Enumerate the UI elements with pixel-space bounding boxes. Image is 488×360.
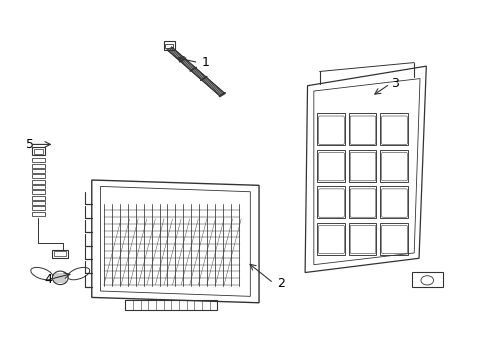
Bar: [317, 223, 344, 255]
Text: 3: 3: [390, 77, 398, 90]
Bar: [317, 113, 344, 145]
Bar: [32, 195, 45, 199]
Bar: [32, 147, 45, 155]
Bar: [32, 206, 45, 210]
Bar: [348, 186, 376, 218]
Bar: [348, 113, 376, 145]
Polygon shape: [101, 186, 250, 296]
Ellipse shape: [31, 267, 53, 280]
Polygon shape: [305, 66, 426, 273]
Bar: [54, 251, 65, 256]
Circle shape: [420, 276, 433, 285]
Ellipse shape: [67, 267, 89, 280]
Bar: [32, 185, 45, 189]
Bar: [125, 300, 217, 310]
Bar: [380, 223, 407, 255]
Bar: [32, 212, 45, 216]
Polygon shape: [92, 180, 259, 303]
Ellipse shape: [52, 271, 68, 285]
Bar: [317, 150, 344, 182]
Bar: [32, 174, 45, 178]
Text: 5: 5: [26, 138, 34, 151]
Bar: [32, 158, 45, 162]
Bar: [52, 250, 67, 257]
Bar: [380, 113, 407, 145]
Bar: [348, 223, 376, 255]
Bar: [348, 150, 376, 182]
Bar: [32, 190, 45, 194]
Bar: [380, 186, 407, 218]
Text: 2: 2: [276, 277, 284, 290]
Bar: [317, 186, 344, 218]
Bar: [32, 201, 45, 205]
Text: 1: 1: [202, 56, 209, 69]
Bar: [32, 169, 45, 173]
Text: 4: 4: [44, 273, 52, 286]
Bar: [32, 180, 45, 184]
Bar: [165, 44, 173, 48]
Bar: [380, 150, 407, 182]
Bar: [34, 149, 43, 154]
Bar: [163, 41, 175, 50]
Bar: [411, 272, 443, 287]
Bar: [32, 163, 45, 167]
